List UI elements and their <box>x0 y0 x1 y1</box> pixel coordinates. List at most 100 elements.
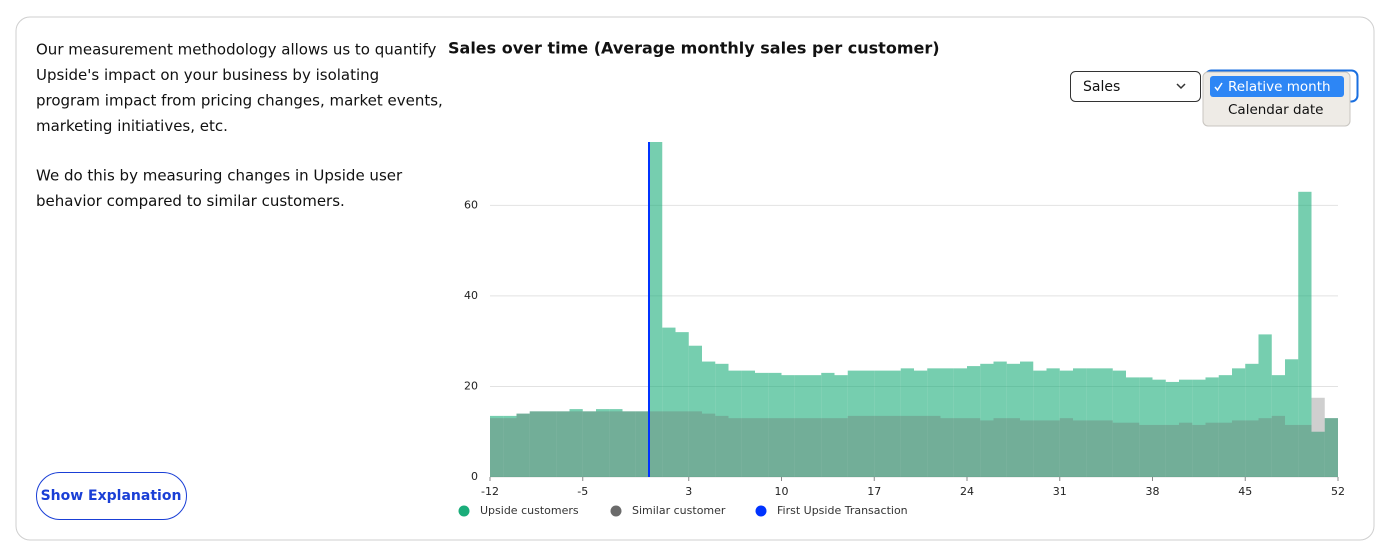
bar <box>821 418 835 477</box>
check-icon <box>1214 82 1223 92</box>
intro-line: Our measurement methodology allows us to… <box>36 41 437 59</box>
x-tick-label: 24 <box>960 485 974 498</box>
bar <box>516 413 530 477</box>
bar <box>1298 191 1312 477</box>
bar <box>649 142 663 477</box>
bar <box>582 411 596 477</box>
bar <box>1205 422 1219 477</box>
bar <box>834 418 848 477</box>
bar <box>874 415 888 477</box>
bar <box>755 418 769 477</box>
x-tick-label: 52 <box>1331 485 1345 498</box>
bar <box>847 415 861 477</box>
bar <box>1258 334 1272 477</box>
bar <box>808 375 822 477</box>
bar <box>1324 418 1338 477</box>
bar <box>1179 379 1193 477</box>
bar <box>622 411 636 477</box>
bar <box>741 370 755 477</box>
button-outline[interactable] <box>36 472 187 520</box>
bar <box>675 332 689 477</box>
bar <box>1324 418 1338 477</box>
bar <box>1245 363 1259 477</box>
bar <box>1046 420 1060 477</box>
bar <box>993 418 1007 477</box>
bar <box>1152 379 1166 477</box>
bar <box>1099 420 1113 477</box>
bar <box>503 418 517 477</box>
legend-swatch <box>610 505 622 517</box>
bar <box>1285 359 1299 477</box>
option-calendar-date[interactable]: Calendar date <box>1228 102 1323 118</box>
bar <box>847 370 861 477</box>
metric-select-value[interactable]: Sales <box>1083 79 1120 95</box>
bar <box>1033 370 1047 477</box>
bar <box>927 415 941 477</box>
y-tick-label: 0 <box>471 470 478 483</box>
bar <box>635 411 649 477</box>
bar <box>1020 361 1034 477</box>
bar <box>808 418 822 477</box>
intro-line: Upside's impact on your business by isol… <box>36 66 379 84</box>
bar <box>794 418 808 477</box>
bar <box>1298 424 1312 477</box>
bar <box>1126 377 1140 477</box>
intro-line: marketing initiatives, etc. <box>36 117 228 135</box>
legend-label: Similar customer <box>632 504 726 517</box>
bar <box>914 370 928 477</box>
bar <box>1139 377 1153 477</box>
bar <box>887 415 901 477</box>
chart: 0 20 40 60 -12 -5 3 10 17 24 31 38 45 52 Upside custom… <box>458 142 1345 517</box>
option-relative-month[interactable]: Relative month <box>1228 79 1331 95</box>
bar <box>1311 397 1325 477</box>
bar <box>609 409 623 477</box>
bar <box>1046 368 1060 477</box>
metric-select[interactable] <box>1070 71 1201 102</box>
bar <box>728 418 742 477</box>
bar <box>1059 418 1073 477</box>
bar <box>1179 422 1193 477</box>
bar <box>503 415 517 477</box>
bar <box>781 375 795 477</box>
show-explanation-button[interactable]: Show Explanation <box>41 488 182 504</box>
bar <box>688 411 702 477</box>
bar <box>582 411 596 477</box>
intro-line: behavior compared to similar customers. <box>36 192 345 210</box>
bar <box>662 327 676 477</box>
bar <box>1245 420 1259 477</box>
legend-swatch <box>458 505 470 517</box>
y-tick-label: 40 <box>464 289 478 302</box>
bar <box>940 418 954 477</box>
bar <box>940 368 954 477</box>
bar <box>1152 424 1166 477</box>
bar <box>1073 420 1087 477</box>
bar <box>1139 424 1153 477</box>
legend-label: Upside customers <box>480 504 579 517</box>
chevron-icon <box>1176 83 1186 90</box>
bar <box>874 370 888 477</box>
bar <box>675 411 689 477</box>
bar <box>967 366 981 477</box>
bar <box>993 361 1007 477</box>
bar <box>861 370 875 477</box>
bar <box>1205 377 1219 477</box>
bar <box>1126 422 1140 477</box>
bar <box>556 411 570 477</box>
bar <box>662 411 676 477</box>
bar <box>596 409 610 477</box>
bar <box>596 411 610 477</box>
bar <box>1218 422 1232 477</box>
bar <box>1165 381 1179 477</box>
bar <box>755 372 769 477</box>
bar <box>1165 424 1179 477</box>
legend-label: First Upside Transaction <box>777 504 908 517</box>
bar <box>927 368 941 477</box>
bar <box>1192 379 1206 477</box>
bar <box>609 411 623 477</box>
bar <box>635 411 649 477</box>
bar <box>728 370 742 477</box>
intro-line: We do this by measuring changes in Upsid… <box>36 167 403 185</box>
bar <box>1006 363 1020 477</box>
